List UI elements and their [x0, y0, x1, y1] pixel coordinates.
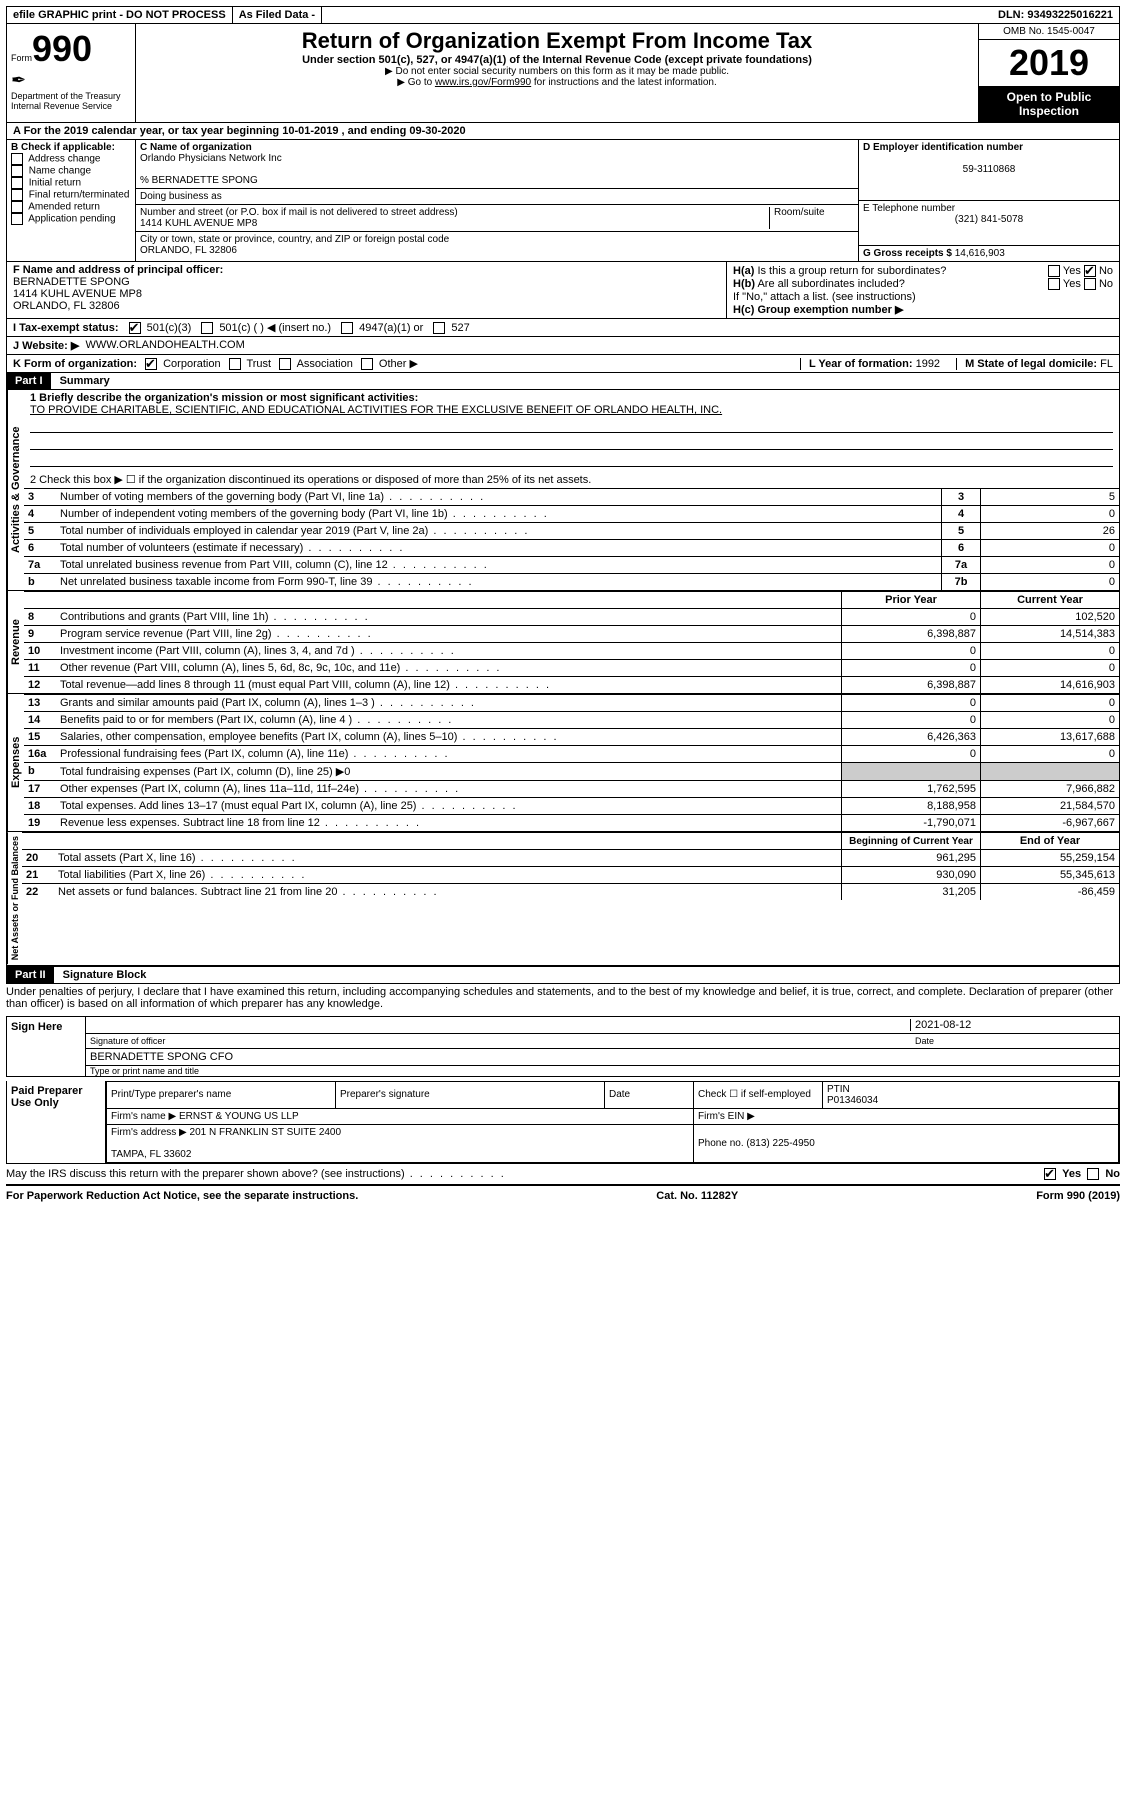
line-22: 22Net assets or fund balances. Subtract …: [22, 884, 1119, 901]
efile-notice: efile GRAPHIC print - DO NOT PROCESS: [7, 7, 233, 23]
dept-treasury: Department of the Treasury Internal Reve…: [11, 91, 131, 111]
org-address: 1414 KUHL AVENUE MP8: [140, 218, 257, 229]
summary-grid: Activities & Governance 1 Briefly descri…: [6, 390, 1120, 591]
section-bcde: B Check if applicable: Address change Na…: [6, 140, 1120, 262]
summary-line-7b: bNet unrelated business taxable income f…: [24, 574, 1119, 591]
sign-here-label: Sign Here: [7, 1017, 86, 1076]
dln: DLN: 93493225016221: [992, 7, 1119, 23]
telephone: (321) 841-5078: [863, 214, 1115, 225]
line-14: 14Benefits paid to or for members (Part …: [24, 712, 1119, 729]
state-domicile: FL: [1100, 358, 1113, 370]
officer-name: BERNADETTE SPONG CFO: [90, 1051, 233, 1063]
year-formation: 1992: [916, 358, 940, 370]
org-city: ORLANDO, FL 32806: [140, 245, 237, 256]
line-8: 8Contributions and grants (Part VIII, li…: [24, 609, 1119, 626]
summary-line-5: 5Total number of individuals employed in…: [24, 523, 1119, 540]
row-a-tax-year: A For the 2019 calendar year, or tax yea…: [6, 123, 1120, 140]
page-footer: For Paperwork Reduction Act Notice, see …: [6, 1190, 1120, 1202]
form-number: 990: [32, 28, 92, 69]
label-expenses: Expenses: [7, 694, 24, 831]
line-19: 19Revenue less expenses. Subtract line 1…: [24, 815, 1119, 832]
checkbox-initial-return[interactable]: Initial return: [11, 177, 131, 189]
form-label: Form: [11, 53, 32, 63]
omb-number: OMB No. 1545-0047: [979, 24, 1119, 40]
part-i-tag: Part I: [7, 373, 51, 389]
line2: 2 Check this box ▶ ☐ if the organization…: [24, 471, 1119, 488]
line-11: 11Other revenue (Part VIII, column (A), …: [24, 660, 1119, 677]
summary-line-7a: 7aTotal unrelated business revenue from …: [24, 557, 1119, 574]
label-netassets: Net Assets or Fund Balances: [7, 832, 22, 964]
gross-receipts: 14,616,903: [955, 248, 1005, 259]
checkbox-final-return-terminated[interactable]: Final return/terminated: [11, 189, 131, 201]
line-21: 21Total liabilities (Part X, line 26)930…: [22, 867, 1119, 884]
line-12: 12Total revenue—add lines 8 through 11 (…: [24, 677, 1119, 694]
top-bar: efile GRAPHIC print - DO NOT PROCESS As …: [6, 6, 1120, 24]
preparer-table: Print/Type preparer's name Preparer's si…: [106, 1081, 1119, 1163]
form-note-2: ▶ Go to www.irs.gov/Form990 for instruct…: [140, 77, 974, 88]
irs-discuss: May the IRS discuss this return with the…: [6, 1164, 1120, 1186]
org-name: Orlando Physicians Network Inc: [140, 153, 282, 164]
line-9: 9Program service revenue (Part VIII, lin…: [24, 626, 1119, 643]
col-end-year: End of Year: [981, 833, 1120, 850]
checkbox-application-pending[interactable]: Application pending: [11, 213, 131, 225]
form-header: Form990 ✒ Department of the Treasury Int…: [6, 24, 1120, 123]
label-revenue: Revenue: [7, 591, 24, 693]
website: WWW.ORLANDOHEALTH.COM: [85, 339, 244, 352]
ein: 59-3110868: [863, 164, 1115, 175]
row-j-website: J Website: ▶ WWW.ORLANDOHEALTH.COM: [6, 337, 1120, 355]
principal-officer: F Name and address of principal officer:…: [7, 262, 727, 318]
row-i-tax-exempt: I Tax-exempt status: 501(c)(3) 501(c) ( …: [6, 319, 1120, 337]
summary-line-3: 3Number of voting members of the governi…: [24, 489, 1119, 506]
checkbox-address-change[interactable]: Address change: [11, 153, 131, 165]
summary-line-6: 6Total number of volunteers (estimate if…: [24, 540, 1119, 557]
line-15: 15Salaries, other compensation, employee…: [24, 729, 1119, 746]
col-begin-year: Beginning of Current Year: [842, 833, 981, 850]
line-17: 17Other expenses (Part IX, column (A), l…: [24, 781, 1119, 798]
line-10: 10Investment income (Part VIII, column (…: [24, 643, 1119, 660]
label-governance: Activities & Governance: [7, 390, 24, 590]
checkbox-name-change[interactable]: Name change: [11, 165, 131, 177]
ptin: P01346034: [827, 1095, 878, 1106]
paid-preparer-label: Paid Preparer Use Only: [7, 1081, 106, 1163]
firm-addr: 201 N FRANKLIN ST SUITE 2400: [190, 1127, 342, 1138]
group-return: H(a) Is this a group return for subordin…: [727, 262, 1119, 318]
dba-label: Doing business as: [140, 191, 222, 202]
form-note-1: ▶ Do not enter social security numbers o…: [140, 66, 974, 77]
irs-link[interactable]: www.irs.gov/Form990: [435, 77, 531, 88]
col-b-checkboxes: B Check if applicable: Address change Na…: [7, 140, 136, 261]
summary-line-4: 4Number of independent voting members of…: [24, 506, 1119, 523]
line-18: 18Total expenses. Add lines 13–17 (must …: [24, 798, 1119, 815]
part-ii-tag: Part II: [7, 967, 54, 983]
care-of: % BERNADETTE SPONG: [140, 175, 258, 186]
checkbox-amended-return[interactable]: Amended return: [11, 201, 131, 213]
part-i-title: Summary: [60, 375, 110, 387]
row-k-form-org: K Form of organization: Corporation Trus…: [6, 355, 1120, 373]
hc-group-exemption: H(c) Group exemption number ▶: [733, 304, 903, 316]
sig-date: 2021-08-12: [910, 1019, 1115, 1031]
part-ii-title: Signature Block: [63, 969, 147, 981]
col-c-org-info: C Name of organizationOrlando Physicians…: [136, 140, 858, 261]
row-fh: F Name and address of principal officer:…: [6, 262, 1120, 319]
col-d-ein-phone: D Employer identification number59-31108…: [858, 140, 1119, 261]
hb-note: If "No," attach a list. (see instruction…: [733, 291, 1113, 303]
open-to-public: Open to Public Inspection: [979, 86, 1119, 122]
form-subtitle: Under section 501(c), 527, or 4947(a)(1)…: [140, 54, 974, 66]
line-13: 13Grants and similar amounts paid (Part …: [24, 695, 1119, 712]
signature-block: Sign Here 2021-08-12 Signature of office…: [6, 1016, 1120, 1077]
as-filed: As Filed Data -: [233, 7, 322, 23]
line-16a: 16aProfessional fundraising fees (Part I…: [24, 746, 1119, 763]
firm-name: ERNST & YOUNG US LLP: [179, 1111, 299, 1122]
tax-year: 2019: [979, 40, 1119, 86]
col-current-year: Current Year: [981, 592, 1120, 609]
form-title: Return of Organization Exempt From Incom…: [140, 28, 974, 54]
line1-label: 1 Briefly describe the organization's mi…: [30, 392, 418, 404]
line-b: bTotal fundraising expenses (Part IX, co…: [24, 763, 1119, 781]
firm-phone: (813) 225-4950: [746, 1138, 814, 1149]
mission-text: TO PROVIDE CHARITABLE, SCIENTIFIC, AND E…: [30, 404, 722, 416]
perjury-statement: Under penalties of perjury, I declare th…: [6, 984, 1120, 1012]
line-20: 20Total assets (Part X, line 16)961,2955…: [22, 850, 1119, 867]
col-prior-year: Prior Year: [842, 592, 981, 609]
